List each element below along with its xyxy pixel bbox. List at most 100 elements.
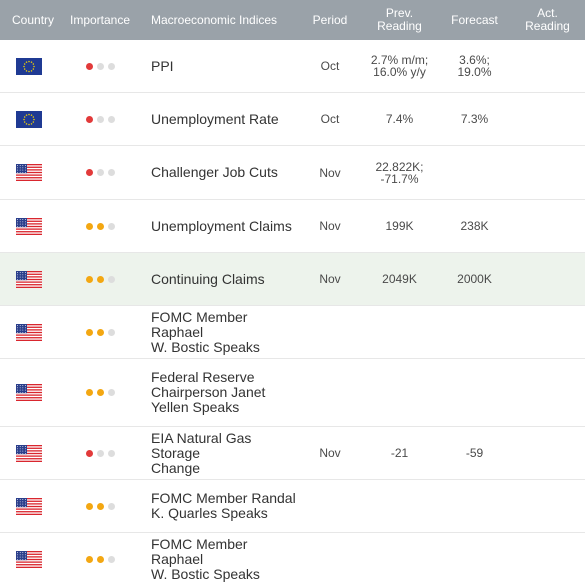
- header-prev-reading[interactable]: Prev. Reading: [360, 0, 439, 40]
- header-indices[interactable]: Macroeconomic Indices: [151, 12, 278, 27]
- table-row[interactable]: FOMC Member Raphael W. Bostic Speaks: [0, 533, 585, 582]
- importance-indicator: [85, 115, 115, 123]
- table-body: PPI Oct 2.7% m/m; 16.0% y/y 3.6%; 19.0% Unempl…: [0, 40, 585, 582]
- table-header: Country Importance Macroeconomic Indices…: [0, 0, 585, 40]
- importance-indicator: [85, 328, 115, 336]
- importance-indicator: [85, 169, 115, 176]
- country-cell: [0, 533, 59, 582]
- indicator-name-line: Federal Reserve: [151, 369, 255, 385]
- eu-flag-icon: [16, 110, 42, 128]
- indicator-name[interactable]: EIA Natural Gas Storage Change: [141, 427, 300, 479]
- country-cell: [0, 40, 59, 92]
- importance-dot: [96, 222, 104, 230]
- importance-dot: [85, 449, 93, 457]
- importance-dot: [107, 555, 115, 563]
- indicator-name-line: FOMC Member Raphael: [151, 535, 248, 567]
- header-forecast[interactable]: Forecast: [451, 12, 498, 27]
- prev-reading-value: [360, 306, 439, 358]
- eu-flag-icon: [16, 57, 42, 75]
- importance-indicator: [85, 449, 115, 457]
- table-row[interactable]: FOMC Member Randal K. Quarles Speaks: [0, 480, 585, 533]
- importance-dot: [107, 169, 115, 176]
- importance-cell: [59, 359, 141, 426]
- header-act-reading[interactable]: Act. Reading: [510, 0, 585, 40]
- table-row[interactable]: FOMC Member Raphael W. Bostic Speaks: [0, 306, 585, 359]
- indicator-name[interactable]: Challenger Job Cuts: [141, 146, 300, 199]
- period-value: [300, 359, 360, 426]
- indicator-name-line: PPI: [151, 57, 174, 74]
- prev-reading-line: 2.7% m/m;: [370, 53, 429, 67]
- importance-dot: [96, 62, 104, 70]
- importance-dot: [96, 449, 104, 457]
- importance-cell: [59, 306, 141, 358]
- prev-reading-line: 22.822K;: [375, 159, 424, 174]
- header-importance[interactable]: Importance: [69, 12, 131, 27]
- indicator-name-line: Chairperson Janet: [151, 384, 266, 400]
- actual-reading-value: [510, 359, 585, 426]
- indicator-name-line: Continuing Claims: [151, 270, 265, 287]
- indicator-name[interactable]: Unemployment Claims: [141, 200, 300, 252]
- forecast-value: 238K: [439, 200, 510, 252]
- importance-cell: [59, 93, 141, 145]
- forecast-value: [439, 533, 510, 582]
- indicator-name[interactable]: Federal Reserve Chairperson Janet Yellen S…: [141, 359, 300, 426]
- importance-dot: [85, 62, 93, 70]
- actual-reading-value: [510, 533, 585, 582]
- indicator-name[interactable]: FOMC Member Raphael W. Bostic Speaks: [141, 533, 300, 582]
- indicator-name[interactable]: FOMC Member Raphael W. Bostic Speaks: [141, 306, 300, 358]
- header-country[interactable]: Country: [12, 12, 55, 27]
- us-flag-icon: [16, 270, 42, 288]
- importance-cell: [59, 146, 141, 199]
- table-row[interactable]: EIA Natural Gas Storage Change Nov -21 -59: [0, 427, 585, 480]
- prev-reading-value: [360, 359, 439, 426]
- importance-cell: [59, 427, 141, 479]
- prev-reading-line: 7.4%: [385, 112, 414, 126]
- importance-dot: [85, 275, 93, 283]
- importance-cell: [59, 200, 141, 252]
- period-value: Nov: [319, 219, 341, 233]
- table-row[interactable]: Challenger Job Cuts Nov 22.822K; -71.7%: [0, 146, 585, 200]
- header-period[interactable]: Period: [312, 12, 348, 27]
- indicator-name[interactable]: FOMC Member Randal K. Quarles Speaks: [141, 480, 300, 532]
- indicator-name-line: W. Bostic Speaks: [151, 565, 260, 582]
- prev-reading-line: 2049K: [382, 272, 417, 286]
- indicator-name-line: Yellen Speaks: [151, 399, 240, 415]
- country-cell: [0, 253, 59, 305]
- country-cell: [0, 359, 59, 426]
- importance-cell: [59, 480, 141, 532]
- importance-dot: [96, 275, 104, 283]
- importance-dot: [85, 328, 93, 336]
- indicator-name[interactable]: Unemployment Rate: [141, 93, 300, 145]
- us-flag-icon: [16, 164, 42, 181]
- table-row[interactable]: Unemployment Rate Oct 7.4% 7.3%: [0, 93, 585, 146]
- indicator-name-line: Unemployment Claims: [151, 217, 292, 234]
- actual-reading-value: [510, 200, 585, 252]
- indicator-name-line: Challenger Job Cuts: [151, 164, 278, 180]
- period-value: [300, 480, 360, 532]
- importance-dot: [85, 502, 93, 510]
- table-row[interactable]: Continuing Claims Nov 2049K 2000K: [0, 253, 585, 306]
- importance-dot: [107, 502, 115, 510]
- actual-reading-value: [510, 93, 585, 145]
- indicator-name[interactable]: PPI: [141, 40, 300, 92]
- importance-indicator: [85, 62, 115, 70]
- indicator-name-line: FOMC Member Raphael: [151, 308, 248, 340]
- table-row[interactable]: Unemployment Claims Nov 199K 238K: [0, 200, 585, 253]
- period-value: Nov: [319, 165, 341, 180]
- importance-dot: [96, 502, 104, 510]
- forecast-line: 238K: [460, 219, 489, 233]
- forecast-line: 2000K: [457, 272, 492, 286]
- importance-dot: [85, 115, 93, 123]
- us-flag-icon: [16, 497, 42, 515]
- prev-reading-value: 2.7% m/m; 16.0% y/y: [360, 40, 439, 92]
- table-row[interactable]: PPI Oct 2.7% m/m; 16.0% y/y 3.6%; 19.0%: [0, 40, 585, 93]
- importance-dot: [107, 389, 115, 396]
- importance-dot: [96, 555, 104, 563]
- forecast-value: -59: [439, 427, 510, 479]
- prev-reading-value: 7.4%: [360, 93, 439, 145]
- importance-indicator: [85, 222, 115, 230]
- header-act-line1: Act.: [537, 6, 558, 20]
- importance-dot: [96, 169, 104, 176]
- table-row[interactable]: Federal Reserve Chairperson Janet Yellen S…: [0, 359, 585, 427]
- indicator-name[interactable]: Continuing Claims: [141, 253, 300, 305]
